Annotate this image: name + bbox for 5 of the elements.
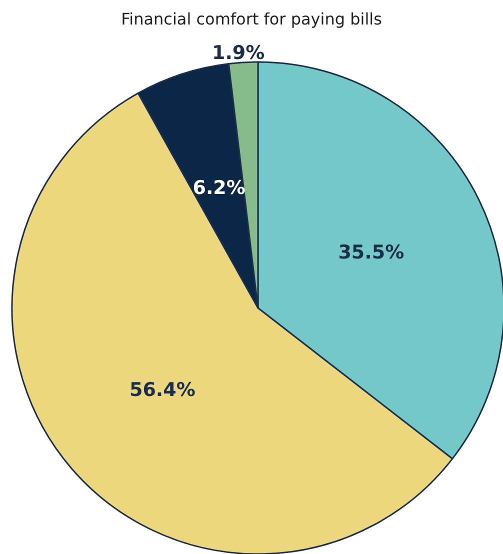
- chart-title: Financial comfort for paying bills: [121, 10, 382, 28]
- data-label: 35.5%: [338, 242, 404, 264]
- data-label: 1.9%: [212, 42, 265, 64]
- data-label: 6.2%: [192, 177, 246, 200]
- data-label: 56.4%: [129, 379, 196, 402]
